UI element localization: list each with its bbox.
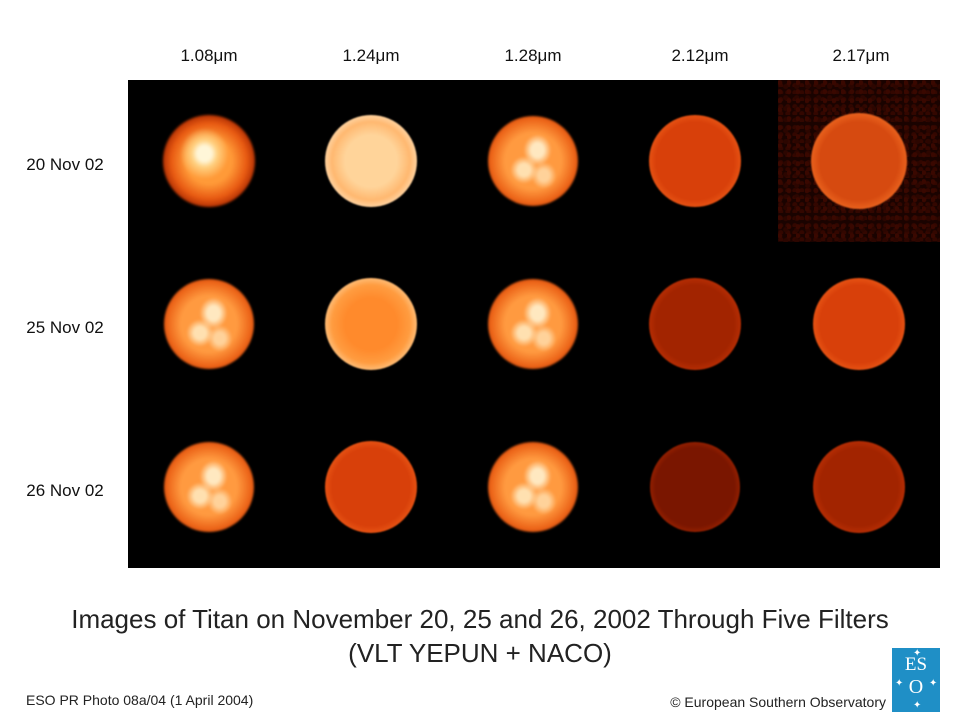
titan-disk xyxy=(325,278,417,370)
row-label-26-nov: 26 Nov 02 xyxy=(26,481,104,500)
row-label-25-nov: 25 Nov 02 xyxy=(26,318,104,337)
caption-title: Images of Titan on November 20, 25 and 2… xyxy=(71,604,889,634)
titan-disk xyxy=(488,442,578,532)
titan-disk xyxy=(325,441,417,533)
titan-image-r1-c5 xyxy=(778,80,940,242)
column-label-2170nm: 2.17μm xyxy=(832,46,890,65)
column-label-2120nm: 2.12μm xyxy=(671,46,729,65)
titan-image-r2-c4 xyxy=(614,243,776,405)
titan-disk xyxy=(325,115,417,207)
titan-disk xyxy=(813,441,905,533)
row-label-20-nov: 20 Nov 02 xyxy=(26,155,104,174)
star-icon: ✦ xyxy=(895,678,904,689)
photo-credit-id: ESO PR Photo 08a/04 (1 April 2004) xyxy=(26,692,254,708)
titan-image-r1-c3 xyxy=(452,80,614,242)
titan-image-r2-c5 xyxy=(778,243,940,405)
star-icon: ✦ xyxy=(913,700,922,711)
eso-logo-text-bottom: O xyxy=(908,676,924,698)
titan-image-r3-c2 xyxy=(290,406,452,568)
titan-image-r1-c1 xyxy=(128,80,290,242)
caption-subtitle: (VLT YEPUN + NACO) xyxy=(348,638,612,668)
eso-logo-text-top: ES xyxy=(904,654,928,675)
titan-disk xyxy=(650,442,740,532)
titan-disk xyxy=(649,278,741,370)
titan-image-r3-c4 xyxy=(614,406,776,568)
titan-image-r2-c2 xyxy=(290,243,452,405)
titan-image-r1-c4 xyxy=(614,80,776,242)
star-icon: ✦ xyxy=(929,678,938,689)
eso-logo: ES O ✦ ✦ ✦ ✦ xyxy=(892,648,940,712)
titan-image-r3-c1 xyxy=(128,406,290,568)
titan-disk xyxy=(488,279,578,369)
star-icon: ✦ xyxy=(913,648,922,659)
titan-disk xyxy=(164,442,254,532)
titan-image-r2-c3 xyxy=(452,243,614,405)
copyright-notice: © European Southern Observatory xyxy=(670,694,886,710)
titan-image-r2-c1 xyxy=(128,243,290,405)
titan-image-r1-c2 xyxy=(290,80,452,242)
column-label-1280nm: 1.28μm xyxy=(504,46,562,65)
titan-image-r3-c5 xyxy=(778,406,940,568)
titan-disk xyxy=(163,115,255,207)
column-label-1240nm: 1.24μm xyxy=(342,46,400,65)
column-label-1080nm: 1.08μm xyxy=(180,46,238,65)
titan-disk xyxy=(164,279,254,369)
titan-image-grid xyxy=(128,80,940,568)
titan-disk xyxy=(811,113,907,209)
titan-disk xyxy=(649,115,741,207)
titan-disk xyxy=(488,116,578,206)
titan-disk xyxy=(813,278,905,370)
titan-image-r3-c3 xyxy=(452,406,614,568)
